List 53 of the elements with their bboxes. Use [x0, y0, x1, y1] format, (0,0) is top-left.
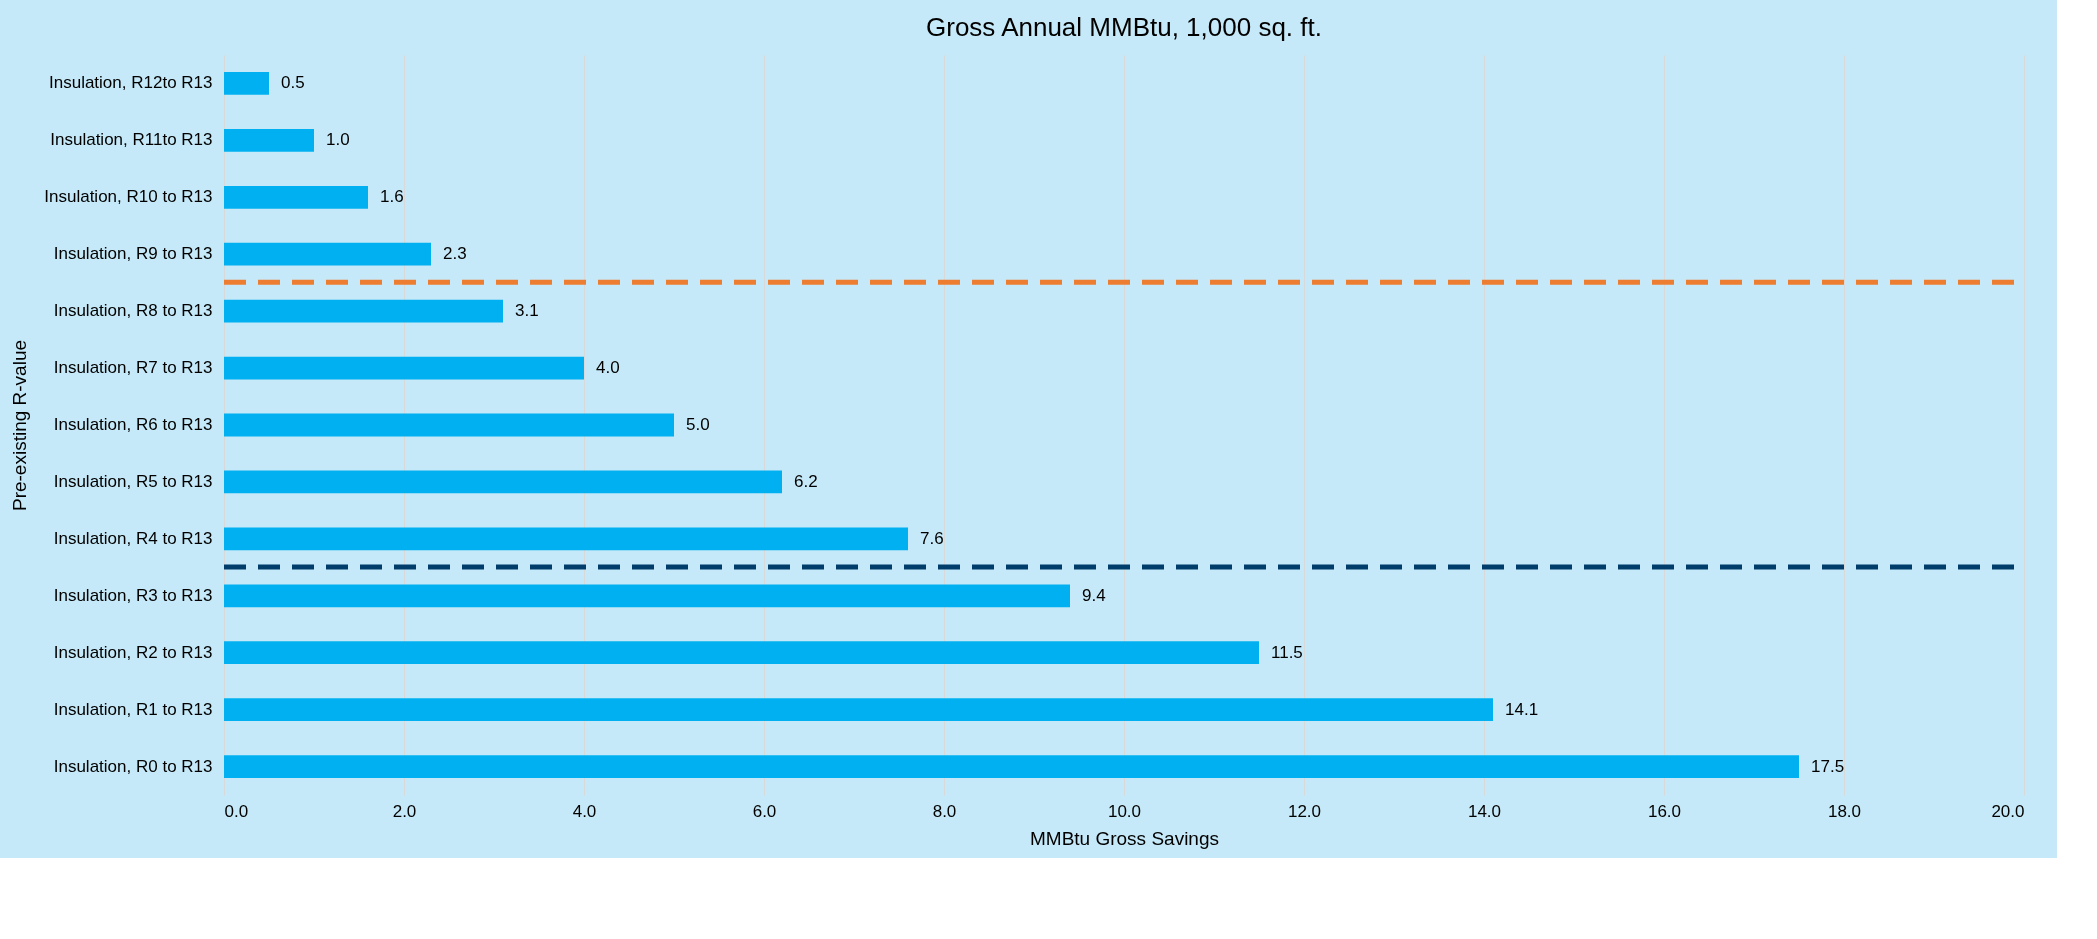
- x-tick-label: 4.0: [572, 801, 597, 821]
- bar: [224, 641, 1259, 665]
- data-label: 3.1: [515, 301, 539, 321]
- x-tick-label: 6.0: [752, 801, 777, 821]
- x-tick-label: 10.0: [1107, 801, 1142, 821]
- y-tick-label: Insulation, R4 to R13: [53, 528, 213, 548]
- x-tick-label: 16.0: [1647, 801, 1682, 821]
- y-tick-label: Insulation, R12to R13: [49, 73, 213, 93]
- y-tick-label: Insulation, R11to R13: [50, 130, 213, 150]
- bar: [224, 584, 1070, 608]
- y-tick-label: Insulation, R5 to R13: [53, 471, 213, 491]
- chart-title: Gross Annual MMBtu, 1,000 sq. ft.: [926, 12, 1322, 42]
- y-tick-label: Insulation, R6 to R13: [53, 415, 213, 434]
- bar: [224, 129, 314, 152]
- x-tick-label: 0.0: [224, 801, 249, 821]
- bar: [224, 698, 1493, 721]
- y-tick-label: Insulation, R1 to R13: [53, 699, 213, 719]
- bar: [224, 527, 908, 551]
- bar: [224, 413, 674, 437]
- data-label: 17.5: [1811, 756, 1845, 776]
- data-label: 11.5: [1271, 642, 1303, 662]
- data-label: 1.0: [326, 130, 350, 150]
- bar: [224, 470, 782, 494]
- x-tick-label: 18.0: [1827, 801, 1862, 821]
- bar: [224, 299, 503, 323]
- x-tick-label: 8.0: [932, 801, 957, 821]
- y-tick-label: Insulation, R7 to R13: [53, 358, 213, 378]
- bar: [224, 72, 269, 95]
- data-label: 0.5: [281, 73, 305, 93]
- bar: [224, 755, 1799, 778]
- data-label: 2.3: [443, 244, 467, 264]
- y-tick-label: Insulation, R8 to R13: [53, 301, 213, 321]
- y-tick-label: Insulation, R0 to R13: [53, 756, 213, 776]
- data-label: 4.0: [596, 358, 620, 378]
- y-tick-label: Insulation, R10 to R13: [44, 187, 213, 207]
- data-label: 9.4: [1082, 585, 1106, 605]
- data-label: 5.0: [686, 415, 710, 434]
- data-label: 7.6: [920, 528, 944, 548]
- bar: [224, 185, 368, 209]
- x-tick-label: 12.0: [1287, 801, 1322, 821]
- y-tick-label: Insulation, R3 to R13: [53, 585, 213, 605]
- x-tick-label: 14.0: [1467, 801, 1502, 821]
- data-label: 6.2: [794, 471, 818, 491]
- x-tick-label: 2.0: [392, 801, 417, 821]
- x-axis-title: MMBtu Gross Savings: [1030, 827, 1219, 849]
- data-label: 1.6: [380, 187, 404, 207]
- data-label: 14.1: [1505, 699, 1539, 719]
- y-tick-label: Insulation, R2 to R13: [53, 642, 213, 662]
- bar: [224, 242, 431, 266]
- y-axis-title: Pre-existing R-value: [8, 339, 30, 512]
- x-tick-label: 20.0: [1991, 801, 2025, 821]
- y-tick-label: Insulation, R9 to R13: [53, 244, 213, 264]
- bar: [224, 356, 584, 380]
